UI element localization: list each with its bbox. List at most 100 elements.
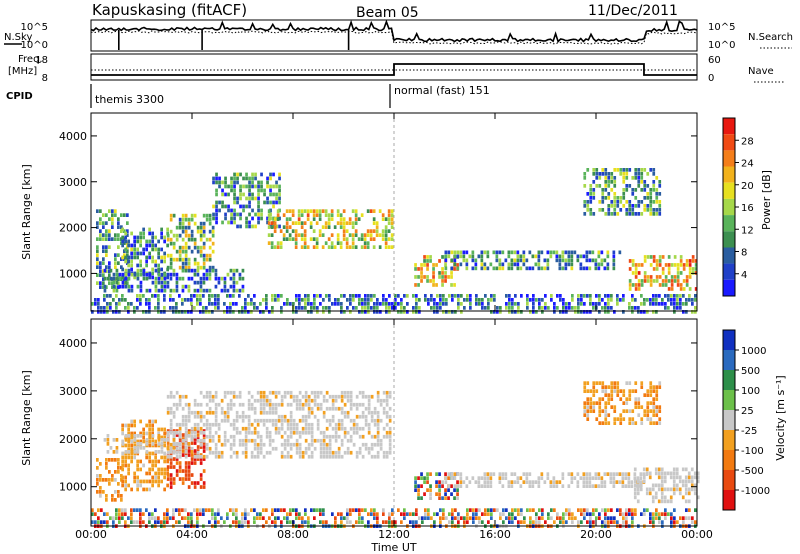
echo-cell — [388, 302, 391, 306]
echo-cell — [254, 224, 257, 229]
echo-cell — [313, 394, 317, 399]
echo-cell — [127, 431, 130, 436]
echo-cell — [193, 485, 197, 489]
echo-cell — [292, 302, 295, 306]
echo-cell — [254, 172, 257, 177]
echo-cell — [388, 450, 392, 455]
echo-cell — [676, 263, 680, 267]
echo-cell — [136, 487, 139, 492]
echo-cell — [274, 298, 277, 302]
echo-cell — [248, 196, 251, 201]
echo-cell — [339, 217, 343, 221]
echo-cell — [390, 221, 394, 225]
echo-cell — [187, 434, 191, 438]
echo-cell — [190, 310, 193, 314]
echo-cell — [522, 258, 526, 263]
echo-cell — [268, 450, 272, 455]
echo-cell — [453, 258, 457, 263]
echo-cell — [208, 272, 212, 277]
echo-cell — [154, 463, 157, 468]
echo-cell — [388, 446, 392, 451]
echo-cell — [282, 213, 286, 217]
echo-cell — [438, 271, 441, 275]
echo-cell — [340, 418, 344, 423]
echo-cell — [384, 241, 388, 245]
echo-cell — [384, 233, 388, 237]
echo-cell — [91, 520, 94, 524]
echo-cell — [430, 516, 433, 520]
echo-cell — [193, 441, 197, 445]
echo-cell — [230, 212, 233, 217]
echo-cell — [123, 229, 126, 233]
echo-cell — [259, 398, 263, 403]
echo-cell — [232, 438, 236, 443]
echo-cell — [435, 480, 438, 484]
echo-cell — [504, 472, 508, 476]
echo-cell — [289, 508, 292, 512]
echo-cell — [298, 306, 301, 310]
echo-cell — [604, 417, 608, 421]
echo-cell — [553, 508, 556, 512]
echo-cell — [292, 422, 296, 427]
echo-cell — [673, 263, 677, 267]
echo-cell — [233, 188, 236, 193]
echo-cell — [373, 512, 376, 516]
echo-cell — [528, 266, 532, 271]
echo-cell — [199, 438, 203, 443]
echo-cell — [295, 306, 298, 310]
echo-cell — [202, 229, 206, 234]
echo-cell — [230, 188, 233, 193]
echo-cell — [574, 516, 577, 520]
colorbar-swatch — [723, 215, 735, 232]
echo-cell — [649, 283, 653, 287]
echo-cell — [538, 508, 541, 512]
echo-cell — [351, 221, 355, 225]
echo-cell — [297, 217, 301, 221]
echo-cell — [310, 310, 313, 314]
echo-cell — [585, 480, 589, 484]
echo-cell — [622, 389, 626, 393]
echo-cell — [342, 221, 346, 225]
echo-cell — [516, 250, 520, 255]
echo-cell — [381, 213, 385, 217]
echo-cell — [679, 302, 682, 306]
echo-cell — [145, 247, 148, 252]
echo-cell — [172, 245, 176, 250]
echo-cell — [334, 394, 338, 399]
echo-cell — [331, 450, 335, 455]
echo-cell — [273, 225, 277, 229]
echo-cell — [349, 434, 353, 439]
echo-cell — [289, 426, 293, 431]
echo-cell — [417, 488, 420, 492]
echo-cell — [336, 213, 340, 217]
echo-cell — [108, 478, 111, 482]
echo-cell — [181, 418, 185, 423]
echo-cell — [616, 212, 620, 216]
echo-cell — [595, 184, 599, 188]
echo-cell — [285, 209, 289, 213]
echo-cell — [160, 259, 163, 264]
echo-cell — [457, 512, 460, 516]
echo-cell — [475, 302, 478, 306]
echo-cell — [373, 306, 376, 310]
echo-cell — [184, 461, 188, 465]
echo-cell — [595, 389, 599, 393]
echo-cell — [549, 480, 553, 484]
date-title: 11/Dec/2011 — [588, 3, 678, 19]
echo-cell — [247, 426, 251, 431]
echo-cell — [196, 454, 200, 459]
echo-cell — [664, 512, 667, 516]
echo-cell — [432, 263, 435, 267]
echo-cell — [390, 225, 394, 229]
echo-cell — [96, 458, 99, 462]
echo-cell — [570, 254, 574, 259]
echo-cell — [295, 450, 299, 455]
echo-cell — [169, 298, 172, 302]
echo-cell — [340, 398, 344, 403]
echo-cell — [337, 512, 340, 516]
echo-cell — [319, 430, 323, 435]
echo-cell — [286, 520, 289, 524]
echo-cell — [415, 294, 418, 298]
echo-cell — [271, 438, 275, 443]
echo-cell — [251, 184, 254, 189]
